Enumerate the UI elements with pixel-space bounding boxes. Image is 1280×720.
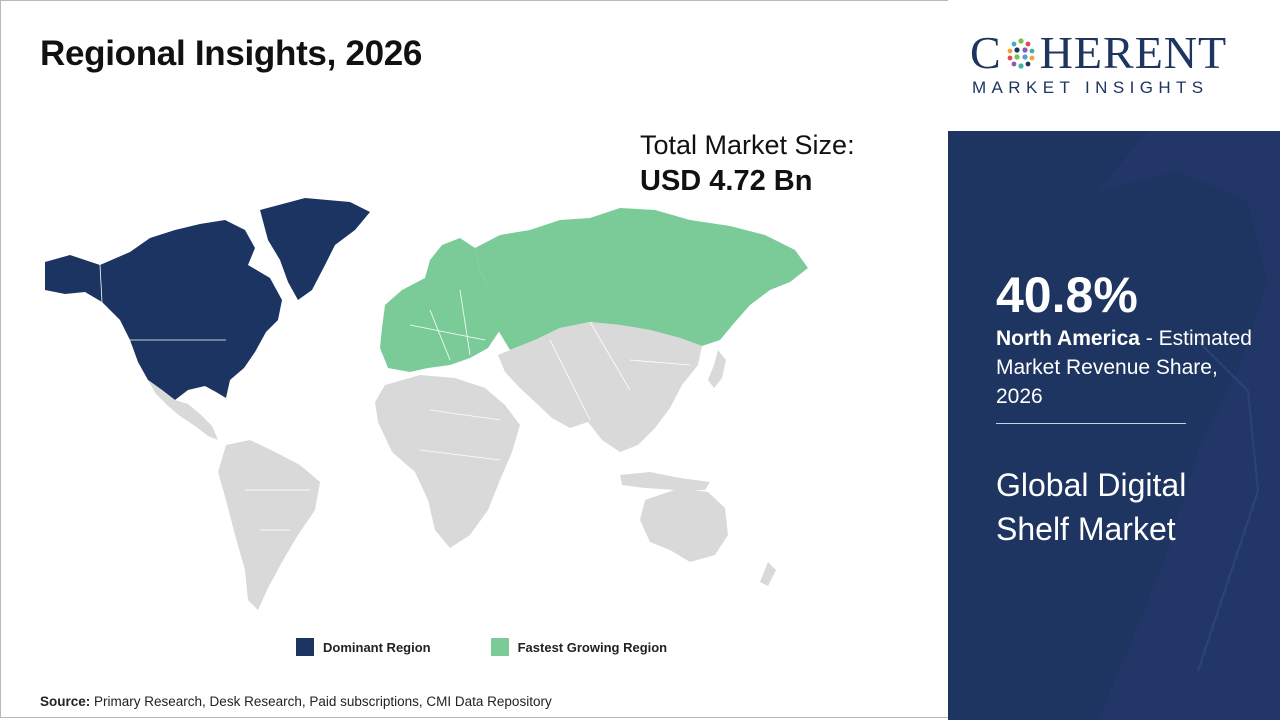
market-size-value: USD 4.72 Bn — [640, 165, 813, 197]
legend-dominant-swatch — [296, 638, 314, 656]
map-region-north-america — [45, 220, 282, 400]
world-map — [45, 198, 808, 610]
logo-letter-c: C — [970, 27, 1002, 78]
map-region-russia — [475, 208, 808, 350]
source-note: Source: Primary Research, Desk Research,… — [40, 694, 552, 709]
share-percent: 40.8% — [996, 267, 1138, 323]
logo-tagline: MARKET INSIGHTS — [972, 78, 1209, 97]
map-region-asia — [498, 322, 702, 452]
legend-dominant-label: Dominant Region — [323, 639, 431, 655]
total-market-size: Total Market Size: USD 4.72 Bn — [640, 128, 855, 200]
logo-wordmark: C HERENT — [970, 30, 1227, 76]
market-name: Global Digital Shelf Market — [996, 467, 1187, 547]
market-size-label: Total Market Size: — [640, 130, 855, 160]
panel-background-map — [1098, 131, 1280, 720]
map-region-japan — [708, 350, 726, 388]
legend-fastest: Fastest Growing Region — [490, 638, 668, 656]
slide-frame — [0, 0, 948, 718]
map-region-new-zealand — [760, 562, 776, 586]
map-legend: Dominant Region Fastest Growing Region — [296, 638, 727, 656]
share-region: North America — [996, 327, 1140, 350]
legend-fastest-label: Fastest Growing Region — [517, 639, 668, 655]
map-region-central-america — [148, 380, 218, 440]
source-text: Primary Research, Desk Research, Paid su… — [94, 694, 552, 709]
logo-letters-rest: HERENT — [1039, 27, 1228, 78]
source-label: Source: — [40, 694, 91, 709]
map-borders — [99, 264, 691, 531]
map-region-indonesia — [620, 472, 710, 490]
highlight-panel: 40.8% North America - Estimated Market R… — [948, 131, 1280, 720]
map-region-europe — [380, 238, 500, 372]
logo-globe-icon — [1007, 38, 1035, 69]
legend-fastest-swatch — [490, 638, 509, 656]
map-region-south-america — [218, 440, 320, 610]
share-description: North America - Estimated Market Revenue… — [996, 324, 1268, 411]
map-region-greenland — [260, 198, 370, 300]
side-panel: C HERENT MARKET INSIGHTS — [948, 0, 1280, 720]
map-region-africa — [375, 375, 520, 548]
panel-divider — [996, 423, 1186, 424]
company-logo: C HERENT MARKET INSIGHTS — [948, 0, 1280, 131]
share-desc-text: - Estimated Market Revenue Share, 2026 — [996, 327, 1252, 408]
map-region-australia — [640, 488, 728, 562]
legend-dominant: Dominant Region — [296, 638, 431, 656]
page-title: Regional Insights, 2026 — [40, 34, 423, 73]
